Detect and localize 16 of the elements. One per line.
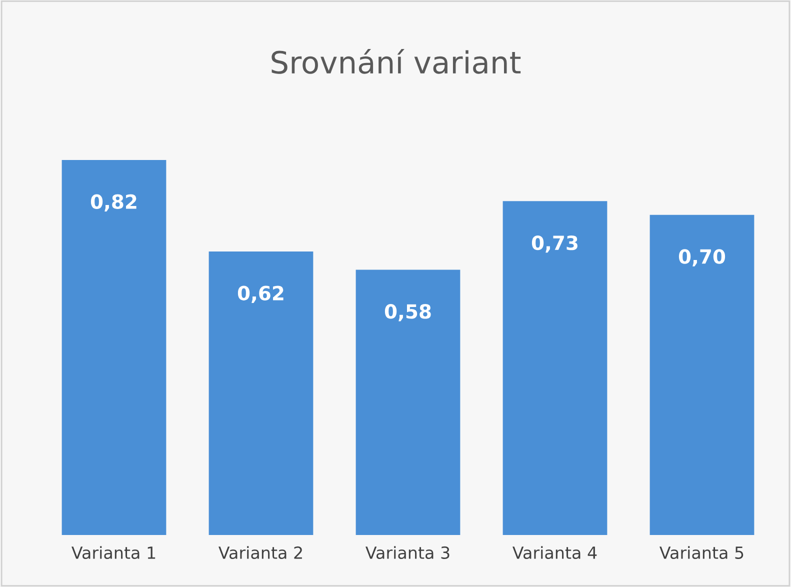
chart-title: Srovnání variant: [272, 48, 521, 74]
x-tick-label: Varianta 3: [366, 546, 450, 560]
bar: [650, 214, 754, 535]
data-label: 0,82: [90, 194, 136, 212]
bar: [356, 270, 460, 535]
data-label: 0,73: [532, 235, 578, 253]
x-tick-label: Varianta 5: [660, 546, 744, 560]
data-label: 0,62: [238, 286, 284, 303]
x-tick-label: Varianta 2: [218, 546, 302, 560]
data-label: 0,58: [384, 304, 431, 322]
x-tick-label: Varianta 4: [512, 546, 597, 560]
bar: [502, 201, 608, 535]
bar: [62, 160, 166, 535]
x-tick-label: Varianta 1: [72, 546, 156, 560]
data-label: 0,70: [678, 249, 726, 266]
bar: [208, 251, 314, 535]
